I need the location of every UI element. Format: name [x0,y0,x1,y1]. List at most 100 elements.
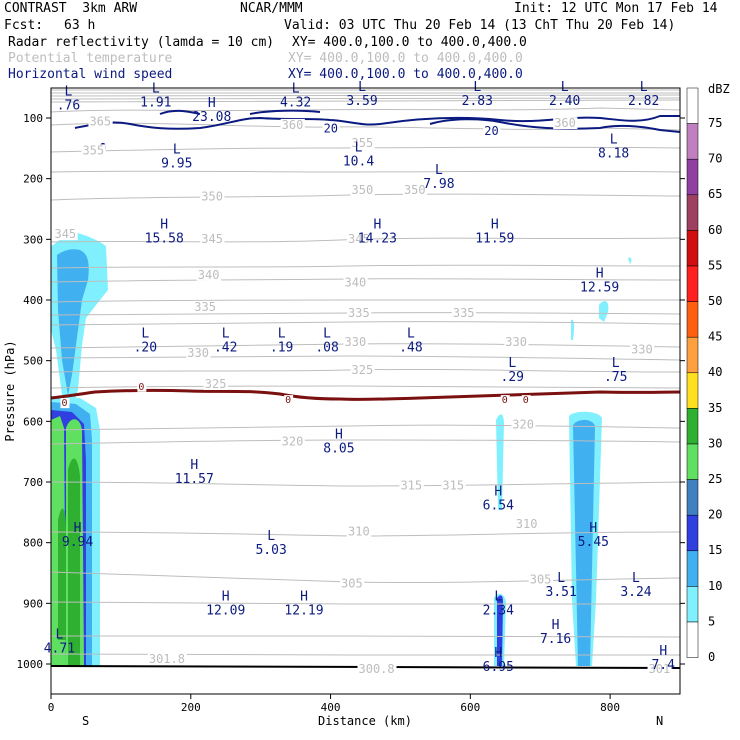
x-tick-label: 800 [600,701,620,714]
theta-label: 340 [345,276,367,290]
theta-label: 305 [341,577,363,591]
valid-time: Valid: 03 UTC Thu 20 Feb 14 (13 ChT Thu … [284,18,676,33]
extremum-value: 6.95 [483,660,514,675]
theta-label-bg [53,228,78,241]
theta-label-bg [203,377,228,390]
extremum-value: .76 [57,99,80,114]
extremum-value: 2.83 [462,94,493,109]
field-3-xy: XY= 400.0,100.0 to 400.0,400.0 [288,67,523,82]
extremum-value: .29 [501,370,524,385]
extremum-value: 5.45 [578,535,609,550]
extremum-value: 6.54 [483,498,514,513]
extremum-value: 12.19 [284,603,323,618]
isotach-label-bg [483,124,501,137]
extremum-marker: L [278,327,286,342]
field-2-name: Potential temperature [8,51,173,66]
x-end-label-right: N [656,714,663,728]
theta-label-bg [399,479,424,492]
theta-label: 330 [631,342,653,356]
extremum-value: 2.40 [549,94,580,109]
model-title: CONTRAST 3km ARW [4,1,138,16]
theta-label-bg [402,183,428,196]
y-axis-label: Pressure (hPa) [3,340,17,441]
theta-label: 301.8 [149,652,185,666]
extremum-value: 7.16 [540,632,571,647]
extremum-marker: L [173,142,181,157]
extremum-marker: H [552,618,560,633]
theta-label: 330 [187,346,209,360]
extremum-value: 2.82 [628,94,659,109]
melting-level-label-bg [60,398,70,409]
extremum-marker: L [508,356,516,371]
melting-level-label: 0 [523,395,529,406]
y-tick-label: 300 [23,233,43,246]
field-1-xy: XY= 400.0,100.0 to 400.0,400.0 [292,35,527,50]
extremum-marker: L [610,133,618,148]
theta-label-bg [340,577,365,590]
theta-label: 355 [352,136,374,150]
y-tick-label: 200 [23,173,43,186]
y-tick-label: 700 [23,476,43,489]
theta-label-bg [343,336,368,349]
theta-label: 345 [54,227,76,241]
extremum-value: 12.59 [580,281,619,296]
theta-label-bg [280,118,305,131]
theta-label: 335 [453,306,475,320]
colorbar-unit: dBZ [708,82,730,96]
theta-label: 355 [82,143,104,157]
extremum-value: .20 [134,341,157,356]
extremum-marker: L [494,589,502,604]
extremum-value: .75 [604,370,627,385]
extremum-marker: H [335,427,343,442]
y-tick-label: 100 [23,112,43,125]
melting-level-label: 0 [285,395,291,406]
fcst-value: 63 h [64,18,96,33]
y-tick-label: 800 [23,537,43,550]
melting-level-labels: 0 0 0 0 0 [60,381,531,409]
theta-label-bg [88,115,113,128]
colorbar-swatch [686,123,699,160]
extremum-marker: L [55,628,63,643]
colorbar-swatch [686,230,699,267]
fcst-label: Fcst: [4,18,44,33]
theta-label-bg [504,336,529,349]
extremum-marker: L [612,356,620,371]
colorbar-label: 65 [708,187,722,201]
extremum-marker: H [190,458,198,473]
x-tick-label: 0 [48,701,55,714]
colorbar-label: 15 [708,543,722,557]
x-axis: 0 200 400 600 800 [48,694,620,714]
isotach-label: 20 [324,122,338,136]
y-tick-label: 1000 [17,658,44,671]
theta-label-bg [350,183,375,196]
extremum-marker: H [208,96,216,111]
colorbar-swatch [686,301,699,338]
colorbar-label: 70 [708,152,722,166]
extremum-marker: H [300,589,308,604]
theta-label-bg [280,435,305,448]
x-end-label-left: S [82,714,89,728]
theta-label-bg [528,573,553,586]
field-3-name: Horizontal wind speed [8,67,173,82]
theta-label: 335 [348,306,370,320]
isotach-label-bg [322,122,340,135]
theta-label-bg [347,306,372,319]
extremum-value: 9.95 [161,156,192,171]
center-label: NCAR/MMM [240,1,303,16]
extremum-value: .42 [214,341,237,356]
extremum-marker: H [589,521,597,536]
extremum-marker: L [557,571,565,586]
theta-label: 340 [198,268,220,282]
x-axis-label: Distance (km) [318,714,412,728]
extremum-marker: L [435,163,443,178]
melting-level-label-bg [137,381,147,392]
theta-label-bg [441,479,466,492]
extremum-value: 10.4 [343,155,374,170]
colorbar-label: 45 [708,330,722,344]
extremum-value: 23.08 [192,110,231,125]
extremum-value: .19 [270,341,293,356]
extremum-marker: L [407,327,415,342]
extremum-marker: L [632,571,640,586]
